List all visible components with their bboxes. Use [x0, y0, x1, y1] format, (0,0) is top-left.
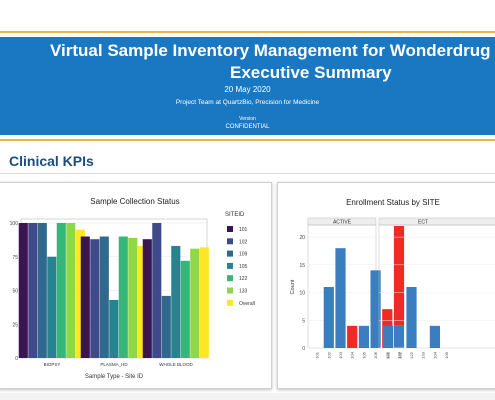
bar-Overall-BIOPSY: [75, 229, 85, 358]
bar-ACTIVE-103-s0: [335, 248, 346, 348]
top-accent-line: [0, 31, 495, 33]
bar-133-WHOLE BLOOD: [190, 248, 200, 358]
x-tick-label: BIOPSY: [44, 362, 61, 367]
legend-label: 109: [239, 252, 248, 258]
chart-title: Enrollment Status by SITE: [346, 198, 440, 207]
bar-133-PLASMA_HD: [128, 237, 138, 358]
bar-122-BIOPSY: [56, 223, 66, 358]
legend-swatch-105: [227, 262, 233, 269]
bar-ECT-101-s0: [383, 325, 394, 348]
bar-ECT-104-s0: [429, 325, 440, 348]
bar-ACTIVE-133-s0: [393, 325, 405, 348]
x-tick-label: 104: [432, 351, 437, 358]
x-tick-label: WHOLE BLOOD: [159, 362, 193, 367]
y-tick-label: 100: [10, 221, 19, 227]
x-tick-label: 133: [421, 351, 426, 358]
bar-ACTIVE-105-s0: [358, 325, 369, 348]
enrollment-chart: Enrollment Status by SITE Count 0 5 10 15 20 AC…: [290, 198, 495, 359]
bar-ACTIVE-102-s0: [323, 287, 334, 348]
facet-label: ECT: [418, 220, 428, 226]
legend-swatch-101: [227, 226, 233, 232]
x-tick-label: 122: [409, 351, 414, 358]
footer-strip: [0, 393, 495, 400]
bar-105-PLASMA_HD: [109, 299, 119, 358]
bar-109-WHOLE BLOOD: [161, 295, 171, 358]
bar-101-WHOLE BLOOD: [142, 239, 152, 358]
legend-title: SITEID: [225, 212, 245, 218]
bar-101-BIOPSY: [18, 223, 28, 358]
x-tick-label: 101: [315, 351, 320, 358]
legend-swatch-122: [227, 275, 233, 282]
report-team: Project Team at QuartzBio, Precision for…: [175, 99, 320, 106]
x-tick-label: 104: [350, 351, 355, 358]
x-tick-label: 122: [385, 351, 390, 358]
version-label: Version: [239, 116, 256, 122]
legend-label: 122: [239, 276, 248, 282]
bar-ECT-122-s0: [406, 287, 417, 348]
bar-Overall-WHOLE BLOOD: [199, 247, 209, 358]
report-subtitle: Executive Summary: [230, 63, 392, 82]
x-tick-label: 102: [397, 351, 402, 358]
x-tick-label: 109: [444, 351, 449, 358]
x-tick-label: 101: [386, 351, 391, 358]
y-tick-label: 25: [12, 322, 18, 328]
bar-122-PLASMA_HD: [118, 236, 128, 358]
y-tick-label: 50: [12, 289, 18, 295]
bar-105-WHOLE BLOOD: [171, 245, 181, 358]
report-header-banner: Virtual Sample Inventory Management for …: [0, 37, 495, 135]
bar-122-WHOLE BLOOD: [180, 260, 190, 358]
bar-105-BIOPSY: [47, 256, 57, 358]
bar-ACTIVE-133-s1: [393, 226, 405, 326]
section-divider: [0, 173, 495, 174]
bar-109-BIOPSY: [37, 223, 47, 358]
legend-swatch-Overall: [227, 299, 233, 306]
bar-102-PLASMA_HD: [90, 239, 100, 358]
legend-label: 133: [239, 289, 248, 295]
bar-102-WHOLE BLOOD: [152, 223, 162, 358]
chart-title: Sample Collection Status: [90, 197, 179, 206]
y-tick-label: 0: [302, 346, 305, 352]
sample-collection-card: Sample Collection Status 0 25 50 75 100 BIOPSY…: [0, 182, 272, 389]
report-date: 20 May 2020: [224, 85, 271, 94]
legend-label: 105: [239, 264, 248, 270]
x-tick-label: 133: [397, 351, 402, 358]
legend-swatch-102: [227, 238, 233, 245]
legend-label: Overall: [239, 301, 255, 307]
bar-133-BIOPSY: [66, 223, 76, 358]
y-tick-label: 15: [299, 263, 305, 269]
legend-swatch-109: [227, 250, 233, 257]
sample-collection-chart: Sample Collection Status 0 25 50 75 100 BIOPSY…: [10, 197, 255, 380]
x-tick-label: PLASMA_HD: [100, 362, 128, 367]
x-tick-label: 102: [326, 351, 331, 358]
x-axis-label: Sample Type - Site ID: [85, 374, 144, 380]
y-tick-label: 10: [299, 291, 305, 297]
banner-bottom-line: [0, 139, 495, 141]
x-tick-label: 103: [338, 351, 343, 358]
bar-Overall-PLASMA_HD: [137, 245, 147, 358]
enrollment-card: Enrollment Status by SITE Count 0 5 10 15 20 AC…: [277, 182, 495, 389]
y-tick-label: 75: [12, 255, 18, 261]
bar-ACTIVE-106-s0: [370, 270, 381, 348]
legend-label: 101: [239, 227, 248, 233]
y-tick-label: 5: [302, 318, 305, 324]
report-title: Virtual Sample Inventory Management for …: [50, 41, 491, 60]
y-axis-label: Count: [290, 279, 296, 294]
bar-109-PLASMA_HD: [99, 236, 109, 358]
y-tick-label: 0: [15, 356, 18, 362]
bar-102-BIOPSY: [28, 223, 38, 358]
facet-label: ACTIVE: [333, 220, 352, 226]
bar-101-PLASMA_HD: [80, 236, 90, 358]
x-tick-label: 105: [361, 351, 366, 358]
legend-label: 102: [239, 239, 248, 245]
section-title: Clinical KPIs: [9, 153, 94, 169]
facet-strip: [378, 217, 495, 226]
y-tick-label: 20: [299, 235, 305, 241]
bar-ACTIVE-104-s1: [347, 325, 358, 348]
x-tick-label: 106: [373, 351, 378, 358]
confidential-label: CONFIDENTIAL: [225, 124, 270, 130]
legend-swatch-133: [227, 287, 233, 294]
